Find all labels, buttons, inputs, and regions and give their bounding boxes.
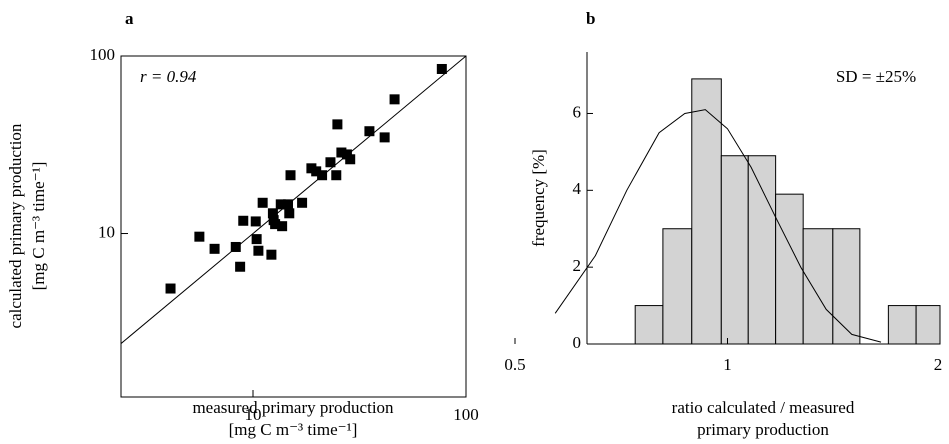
fit-curve [554,109,882,343]
data-point [257,197,268,208]
data-point [266,249,277,260]
data-point [250,216,261,227]
data-point [209,243,220,254]
x-tick-label: 1 [723,355,732,374]
y-tick-label: 0 [573,333,582,352]
histogram-bar [915,305,941,345]
y-axis-label: calculated primary production [6,123,25,328]
data-point [345,154,356,165]
histogram-bar [887,305,917,345]
y-axis-label: [mg C m⁻³ time⁻¹] [29,162,48,291]
x-tick-label: 0.5 [504,355,525,374]
data-point [165,283,176,294]
data-point [285,170,296,181]
x-tick-label: 100 [453,405,479,424]
y-tick-label: 4 [573,179,582,198]
histogram-bar [802,228,834,345]
data-point [364,126,375,137]
histogram-bar [662,228,693,345]
histogram-bar [634,305,664,345]
data-point [235,261,246,272]
data-point [251,234,262,245]
data-point [284,208,295,219]
histogram-bar [832,228,861,345]
y-tick-label: 10 [98,222,115,241]
x-axis-label: primary production [697,420,829,439]
data-point [436,63,447,74]
histogram-bar [747,155,777,345]
data-point [277,221,288,232]
data-point [317,170,328,181]
x-tick-label: 10 [245,405,262,424]
plot-frame [120,55,467,398]
data-point [238,215,249,226]
y-tick-label: 2 [573,256,582,275]
y-tick-label: 100 [90,45,116,64]
data-point [332,119,343,130]
data-point [336,147,347,158]
annotation: SD = ±25% [836,67,916,86]
data-point [389,94,400,105]
annotation: r = 0.94 [140,67,197,86]
x-axis-label: ratio calculated / measured [672,398,855,417]
data-point [270,219,281,230]
data-point [325,157,336,168]
panel-title: a [125,9,134,28]
data-point [194,231,205,242]
data-point [283,199,294,210]
data-point [331,170,342,181]
data-point [297,197,308,208]
x-axis-label: measured primary production [192,398,394,417]
identity-line [120,55,467,344]
histogram-bar [691,78,722,345]
y-axis-label: frequency [%] [529,149,548,247]
data-point [267,208,278,219]
x-axis-label: [mg C m⁻³ time⁻¹] [229,420,358,439]
data-point [230,241,241,252]
data-point [379,132,390,143]
data-point [253,245,264,256]
x-tick-label: 2 [934,355,943,374]
histogram-bar [775,193,804,345]
panel-title: b [586,9,595,28]
histogram-bar [720,155,749,345]
y-tick-label: 6 [573,102,582,121]
data-point [311,166,322,177]
data-point [275,199,286,210]
